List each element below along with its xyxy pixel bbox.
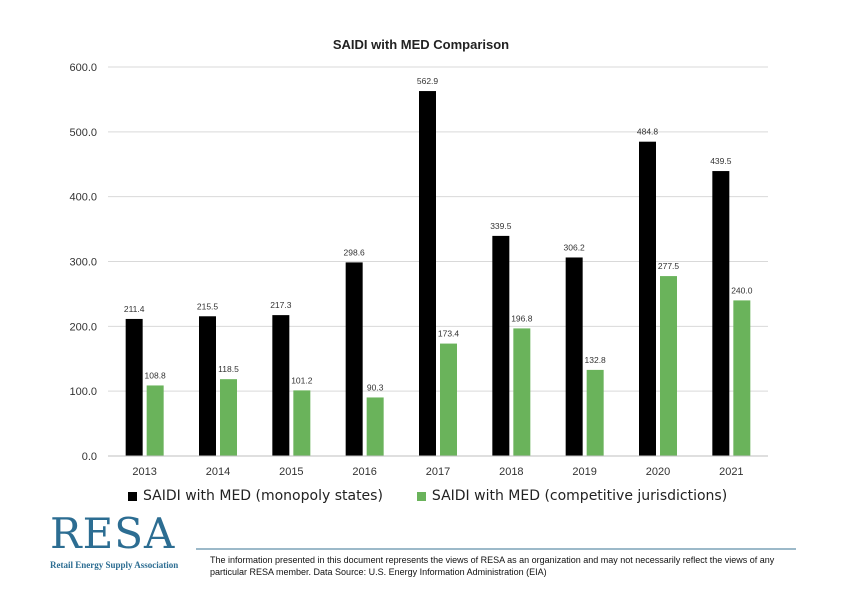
x-tick-label: 2018 — [499, 466, 523, 478]
logo-subtitle: Retail Energy Supply Association — [50, 560, 179, 570]
data-label-monopoly: 484.8 — [637, 127, 659, 137]
gridlines — [108, 66, 768, 392]
y-tick-label: 200.0 — [69, 321, 97, 333]
y-tick-label: 500.0 — [69, 127, 97, 139]
legend-label-competitive: SAIDI with MED (competitive jurisdiction… — [431, 488, 728, 504]
x-tick-label: 2016 — [352, 466, 376, 478]
legend-item-monopoly: SAIDI with MED (monopoly states) — [128, 488, 383, 504]
legend: SAIDI with MED (monopoly states) SAIDI w… — [128, 488, 768, 504]
legend-item-competitive: SAIDI with MED (competitive jurisdiction… — [416, 488, 728, 504]
legend-swatch-competitive — [416, 491, 426, 501]
data-label-monopoly: 306.2 — [564, 242, 586, 252]
data-labels: 211.4 108.8 215.5 118.5 217.3 101.2 298.6 90.3 5… — [124, 76, 753, 392]
bar-competitive-2014 — [220, 379, 237, 456]
bar-monopoly-2015 — [272, 315, 290, 456]
bar-monopoly-2019 — [565, 257, 583, 456]
bar-monopoly-2014 — [199, 316, 216, 456]
bar-competitive-2018 — [513, 328, 531, 456]
bar-competitive-2019 — [586, 369, 604, 456]
data-label-competitive: 173.4 — [438, 329, 460, 339]
y-tick-label: 600.0 — [69, 62, 97, 74]
bar-monopoly-2013 — [125, 318, 143, 456]
bar-competitive-2015 — [293, 390, 311, 456]
x-tick-label: 2017 — [426, 466, 450, 478]
footer-divider — [196, 548, 796, 550]
x-tick-label: 2014 — [206, 466, 230, 478]
bar-monopoly-2016 — [345, 262, 363, 456]
data-label-monopoly: 215.5 — [197, 301, 219, 311]
data-label-monopoly: 339.5 — [490, 221, 512, 231]
y-tick-label: 100.0 — [69, 386, 97, 398]
bar-competitive-2021 — [733, 300, 751, 456]
data-label-competitive: 101.2 — [291, 375, 313, 385]
bar-competitive-2017 — [440, 343, 457, 456]
legend-swatch-monopoly — [128, 491, 137, 501]
axes: 0.0 100.0 200.0 300.0 400.0 500.0 600.0 2013 201… — [69, 62, 768, 478]
bars — [125, 91, 751, 457]
data-label-monopoly: 217.3 — [270, 300, 292, 310]
x-tick-label: 2015 — [279, 466, 303, 478]
resa-logo: RESA Retail Energy Supply Association — [50, 512, 200, 574]
bar-monopoly-2021 — [712, 171, 730, 456]
data-label-monopoly: 298.6 — [344, 247, 366, 257]
data-label-monopoly: 562.9 — [417, 76, 439, 86]
y-tick-label: 0.0 — [82, 451, 97, 463]
x-tick-label: 2020 — [646, 466, 670, 478]
bar-monopoly-2017 — [419, 91, 436, 457]
data-label-competitive: 240.0 — [731, 285, 753, 295]
data-label-competitive: 132.8 — [585, 355, 607, 365]
x-tick-label: 2019 — [572, 466, 596, 478]
footer-disclaimer: The information presented in this docume… — [210, 555, 775, 577]
bar-competitive-2013 — [146, 385, 164, 456]
x-tick-label: 2021 — [719, 466, 743, 478]
bar-monopoly-2018 — [492, 235, 510, 456]
bar-monopoly-2020 — [639, 141, 656, 457]
legend-label-monopoly: SAIDI with MED (monopoly states) — [143, 488, 383, 504]
data-label-competitive: 196.8 — [511, 313, 533, 323]
data-label-competitive: 118.5 — [218, 364, 239, 374]
data-label-monopoly: 211.4 — [124, 304, 145, 314]
y-tick-label: 400.0 — [69, 192, 97, 204]
data-label-monopoly: 439.5 — [710, 156, 732, 166]
logo-wordmark: RESA — [50, 509, 176, 558]
bar-competitive-2020 — [660, 276, 677, 456]
bar-competitive-2016 — [366, 397, 384, 456]
x-tick-label: 2013 — [132, 466, 156, 478]
data-label-competitive: 108.8 — [145, 370, 167, 380]
data-label-competitive: 90.3 — [367, 382, 384, 392]
chart-title: SAIDI with MED Comparison — [333, 37, 509, 52]
data-label-competitive: 277.5 — [658, 261, 680, 271]
y-tick-label: 300.0 — [69, 257, 97, 269]
